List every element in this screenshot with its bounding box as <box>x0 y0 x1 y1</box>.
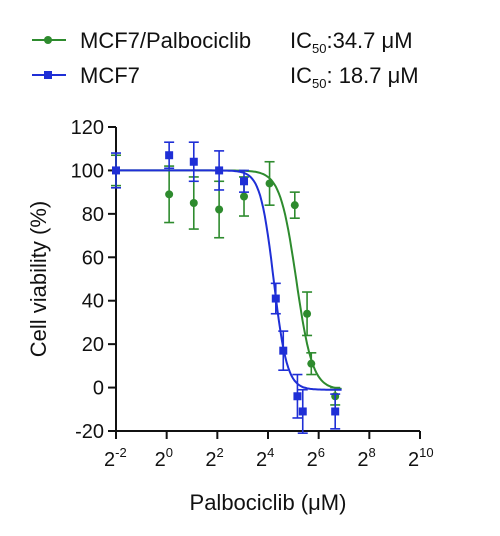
x-tick-exponent: 2 <box>216 445 223 460</box>
data-point <box>331 407 340 416</box>
data-point <box>298 407 307 416</box>
data-point <box>165 190 174 199</box>
y-tick-label: 20 <box>82 334 104 356</box>
data-point <box>279 346 288 355</box>
x-tick-exponent: 6 <box>318 445 325 460</box>
x-tick-label: 2-2 <box>104 445 127 471</box>
x-tick-base: 2 <box>155 449 166 471</box>
data-point <box>307 359 316 368</box>
x-tick-base: 2 <box>357 449 368 471</box>
x-tick-base: 2 <box>307 449 318 471</box>
x-tick-base: 2 <box>256 449 267 471</box>
data-point <box>240 177 249 186</box>
y-tick-label: 60 <box>82 247 104 269</box>
y-axis-label: Cell viability (%) <box>26 201 51 357</box>
x-axis-label-prefix: Palbociclib ( <box>190 490 309 515</box>
x-tick-exponent: 10 <box>419 445 433 460</box>
ic50-value: :34.7 μM <box>326 28 412 53</box>
x-tick-base: 2 <box>104 449 115 471</box>
series-mcf7-palbociclib <box>111 154 342 406</box>
x-axis-label-unit: μM <box>308 490 339 515</box>
x-tick-label: 28 <box>357 445 375 471</box>
ic50-subscript: 50 <box>312 41 326 56</box>
x-tick-base: 2 <box>408 449 419 471</box>
x-tick-base: 2 <box>205 449 216 471</box>
y-tick-label: 120 <box>71 117 104 139</box>
legend-marker-mcf7 <box>44 71 52 79</box>
x-axis-label: Palbociclib (μM) <box>190 490 347 515</box>
x-tick-exponent: 0 <box>166 445 173 460</box>
data-point <box>165 151 174 160</box>
y-tick-label: 0 <box>93 378 104 400</box>
data-point <box>240 192 249 201</box>
y-tick-label: -20 <box>75 421 104 443</box>
y-ticks: -20 0 20 40 60 80 100 120 <box>71 117 116 443</box>
x-tick-label: 210 <box>408 445 434 471</box>
legend-marker-mcf7-palbociclib <box>44 36 52 44</box>
x-tick-exponent: -2 <box>115 445 127 460</box>
x-ticks: 2-2 20 22 24 26 28 210 <box>104 431 434 471</box>
ic50-label-mcf7: IC50: 18.7 μM <box>290 63 419 91</box>
x-tick-label: 22 <box>205 445 223 471</box>
x-tick-label: 24 <box>256 445 274 471</box>
legend: MCF7/Palbociclib IC50:34.7 μM MCF7 IC50:… <box>32 28 419 91</box>
x-tick-exponent: 4 <box>267 445 274 460</box>
ic50-value: : 18.7 μM <box>326 63 418 88</box>
data-point <box>265 179 274 188</box>
data-point <box>215 205 224 214</box>
fit-curve <box>116 169 342 390</box>
x-axis-label-suffix: ) <box>339 490 346 515</box>
ic50-label-mcf7-palbociclib: IC50:34.7 μM <box>290 28 413 56</box>
data-point <box>290 201 299 210</box>
data-point <box>189 199 198 207</box>
y-tick-label: 40 <box>82 291 104 313</box>
x-tick-exponent: 8 <box>368 445 375 460</box>
legend-entry-mcf7-palbociclib: MCF7/Palbociclib IC50:34.7 μM <box>32 28 413 56</box>
x-tick-label: 20 <box>155 445 173 471</box>
data-point <box>189 157 198 166</box>
legend-label-mcf7-palbociclib: MCF7/Palbociclib <box>80 28 251 53</box>
data-point <box>271 294 280 303</box>
data-point <box>215 166 224 175</box>
x-tick-label: 26 <box>307 445 325 471</box>
y-tick-label: 100 <box>71 160 104 182</box>
ic50-prefix: IC <box>290 28 312 53</box>
ic50-prefix: IC <box>290 63 312 88</box>
ic50-subscript: 50 <box>312 76 326 91</box>
plot-area <box>111 141 342 434</box>
data-point <box>293 392 302 401</box>
legend-label-mcf7: MCF7 <box>80 63 140 88</box>
data-point <box>303 309 312 318</box>
legend-entry-mcf7: MCF7 IC50: 18.7 μM <box>32 63 419 91</box>
fit-curve <box>116 169 342 391</box>
y-tick-label: 80 <box>82 204 104 226</box>
series-mcf7 <box>111 141 342 434</box>
data-point <box>112 166 120 175</box>
